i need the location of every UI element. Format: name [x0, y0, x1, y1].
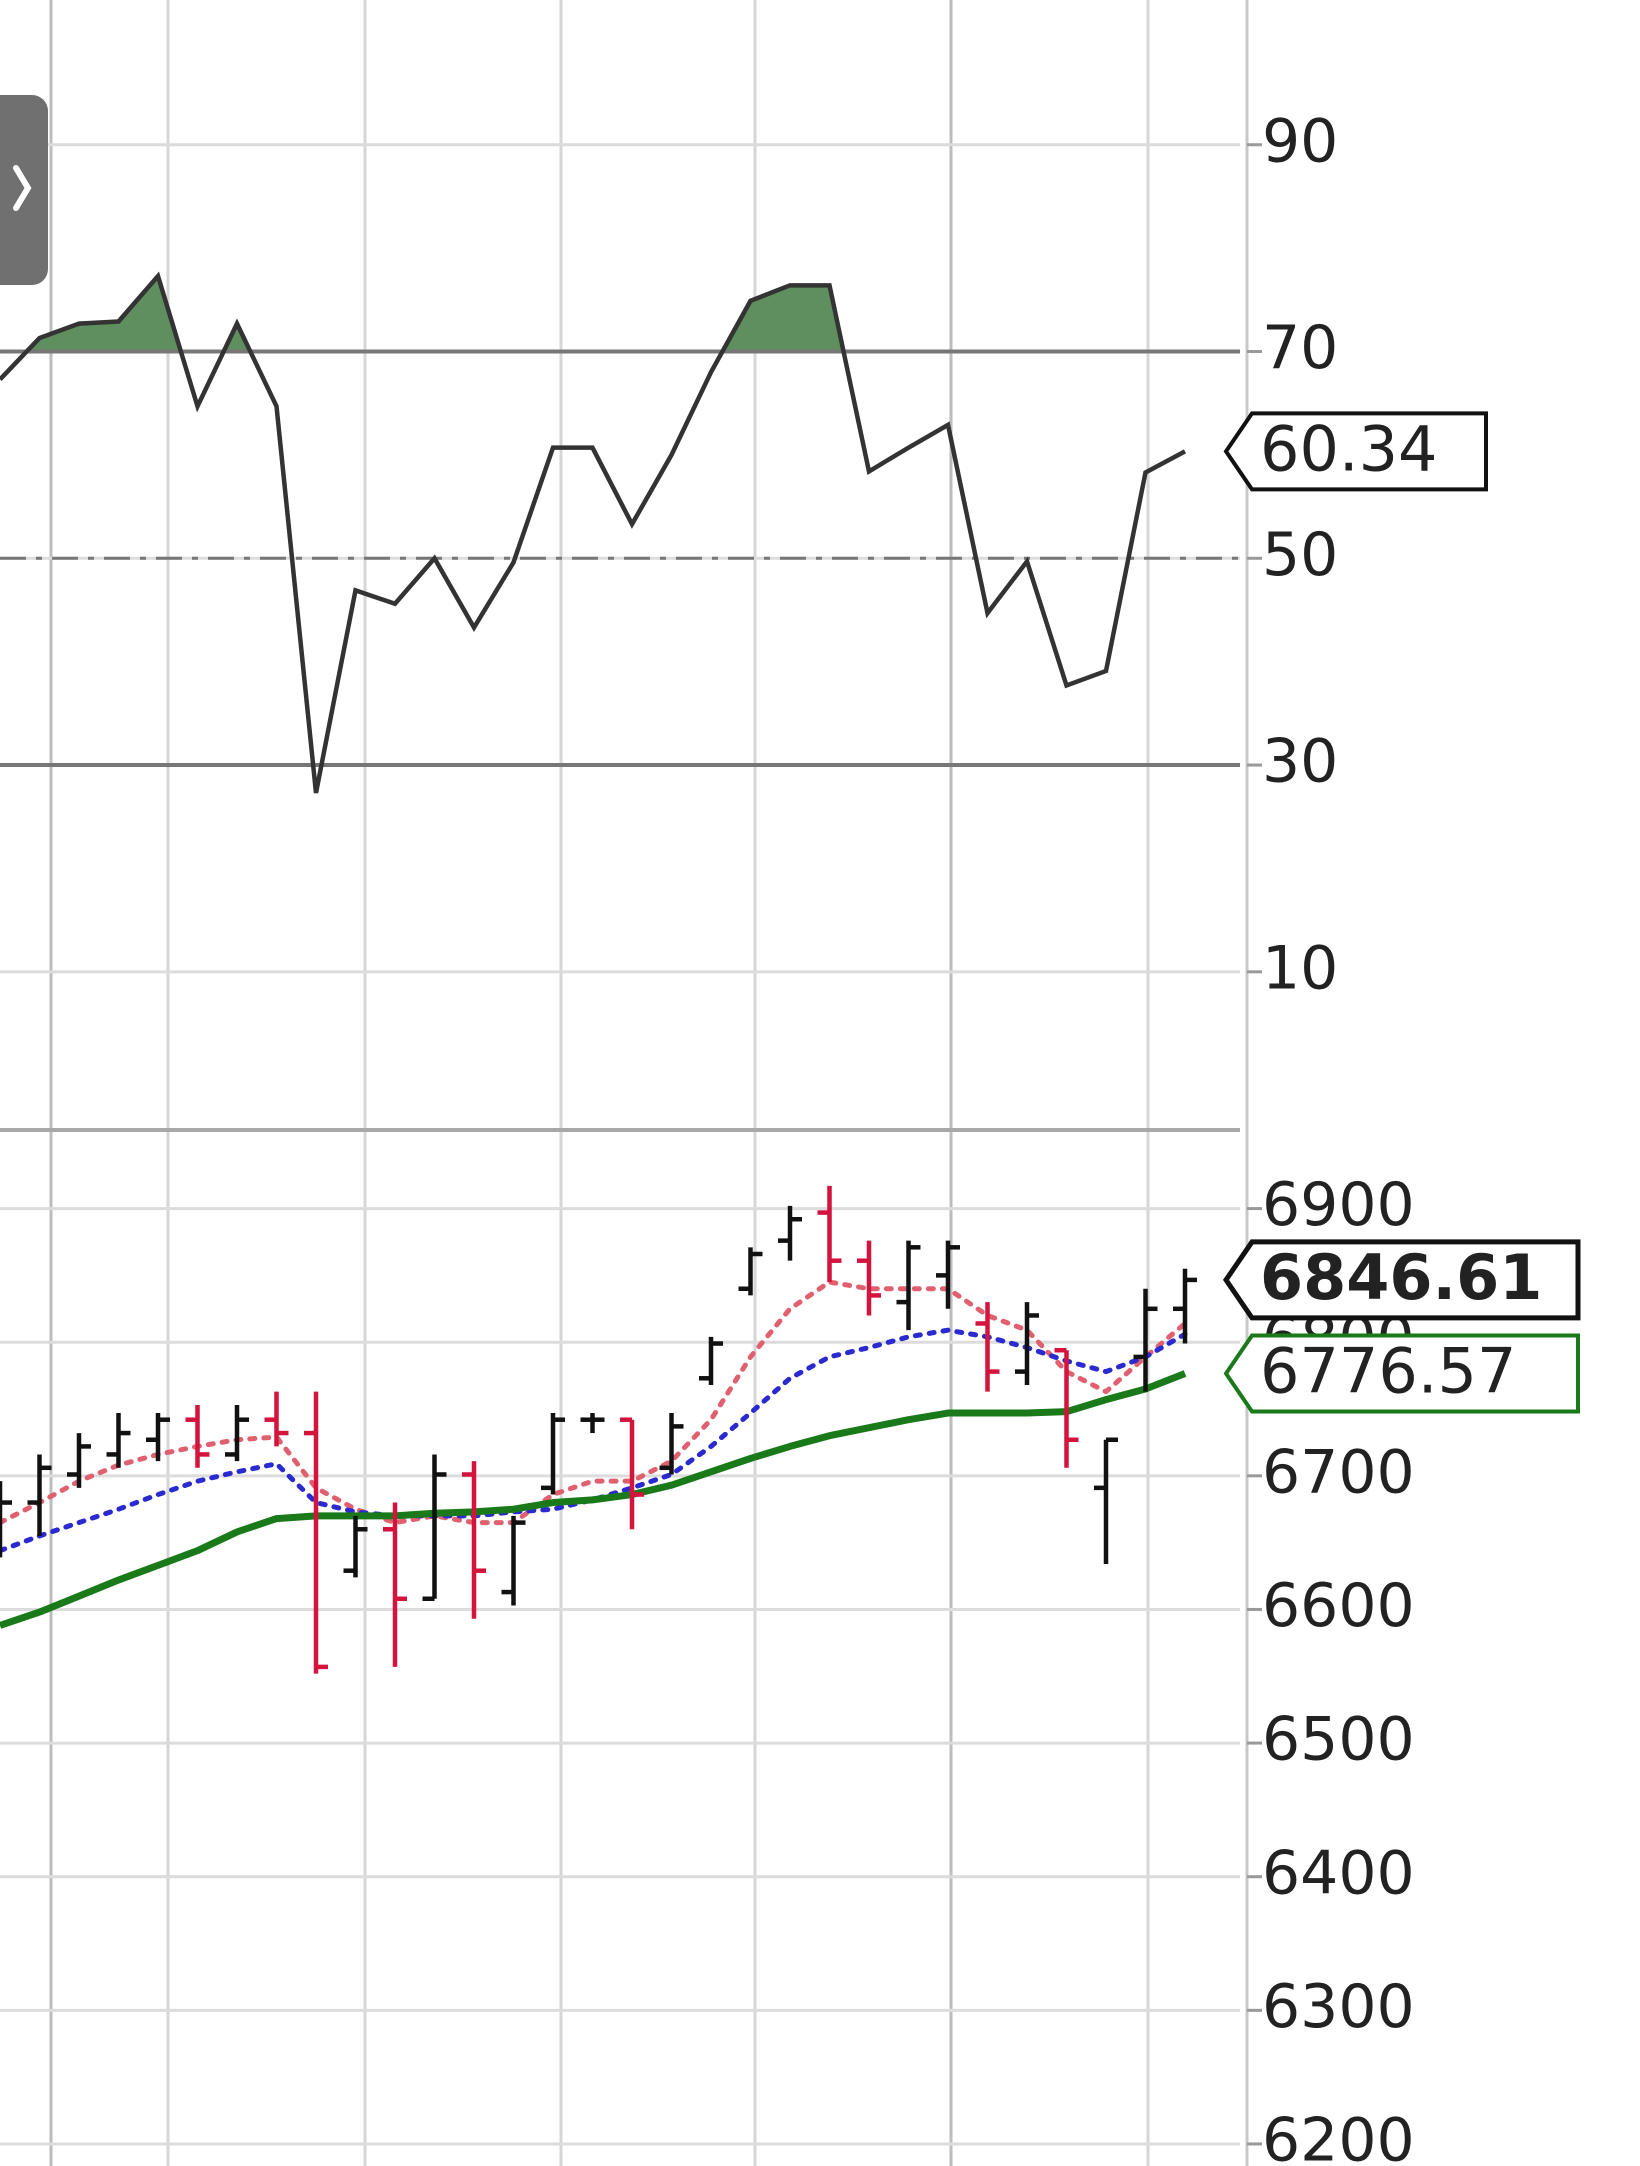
y-tick-label: 50 — [1262, 520, 1338, 590]
y-tick-label: 70 — [1262, 313, 1338, 383]
y-tick-label: 6700 — [1262, 1437, 1415, 1507]
overbought-fill — [26, 276, 844, 352]
grid-layer — [0, 143, 1262, 2146]
y-tick-label: 6200 — [1262, 2106, 1415, 2166]
rsi-line — [0, 271, 1187, 794]
value-label: 60.34 — [1260, 412, 1438, 485]
y-tick-label: 6500 — [1262, 1705, 1415, 1775]
y-tick-label: 6400 — [1262, 1838, 1415, 1908]
value-label-box — [1223, 1333, 1580, 1414]
y-tick-label: 90 — [1262, 106, 1338, 176]
value-label-box — [1222, 1239, 1581, 1321]
side-tab-chevron[interactable] — [13, 165, 32, 211]
y-tick-label: 6300 — [1262, 1972, 1415, 2042]
y-tick-label: 6600 — [1262, 1571, 1415, 1641]
y-tick-label: 10 — [1262, 933, 1338, 1003]
plot-layer — [0, 271, 1240, 1674]
y-tick-label: 6900 — [1262, 1170, 1415, 1240]
vertical-grid — [49, 0, 1150, 2166]
y-tick-label: 30 — [1262, 727, 1338, 797]
label-layer: 10 30 50 70 90 60.34 6200 6300 6400 6500 6600 6700 6… — [1222, 106, 1581, 2166]
value-label: 6846.61 — [1260, 1241, 1542, 1314]
moving-average — [0, 1370, 1187, 1629]
value-label-box — [1223, 411, 1488, 492]
value-label: 6776.57 — [1260, 1335, 1516, 1408]
side-tab[interactable] — [0, 95, 48, 285]
